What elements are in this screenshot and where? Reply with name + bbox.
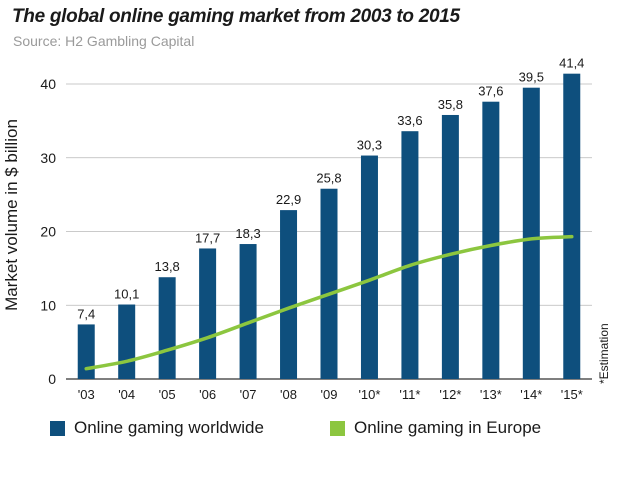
y-tick-label: 30	[40, 150, 56, 166]
y-tick-label: 10	[40, 297, 56, 313]
series-line-europe	[84, 234, 574, 371]
bar-value-label: 13,8	[154, 259, 179, 274]
bar	[360, 155, 378, 379]
bar-value-label: 39,5	[519, 70, 544, 85]
chart-legend: Online gaming worldwide Online gaming in…	[0, 418, 638, 448]
bar-value-label: 33,6	[397, 113, 422, 128]
x-tick-label: '07	[240, 387, 257, 402]
legend-label-worldwide: Online gaming worldwide	[74, 418, 264, 437]
legend-label-europe: Online gaming in Europe	[354, 418, 542, 437]
bar-value-label: 41,4	[559, 56, 584, 71]
bar	[280, 210, 298, 379]
x-tick-label: '10*	[358, 387, 380, 402]
bar	[118, 304, 136, 379]
bar	[441, 114, 459, 379]
bar	[239, 244, 257, 379]
legend-swatch-worldwide	[50, 420, 65, 436]
bar-value-label: 17,7	[195, 230, 220, 245]
bar-value-label: 37,6	[478, 84, 503, 99]
bar-value-label: 30,3	[357, 138, 382, 153]
y-tick-label: 40	[40, 76, 56, 92]
chart-source: Source: H2 Gambling Capital	[13, 33, 195, 49]
chart-title: The global online gaming market from 200…	[12, 6, 460, 27]
legend-item-worldwide: Online gaming worldwide	[50, 418, 264, 438]
estimation-note: *Estimation	[597, 323, 611, 384]
bar-value-label: 25,8	[316, 171, 341, 186]
bar	[158, 277, 176, 379]
bar-value-label: 22,9	[276, 192, 301, 207]
bar-value-label: 18,3	[235, 226, 260, 241]
bar	[77, 324, 95, 379]
x-tick-label: '05	[159, 387, 176, 402]
bar	[522, 87, 540, 379]
y-tick-label: 0	[48, 371, 56, 387]
x-tick-label: '13*	[480, 387, 502, 402]
bar-value-label: 7,4	[77, 306, 95, 321]
bar	[401, 131, 419, 379]
bar-value-label: 35,8	[438, 97, 463, 112]
x-tick-label: '04	[118, 387, 135, 402]
y-tick-label: 20	[40, 224, 56, 240]
bar-value-label: 10,1	[114, 287, 139, 302]
x-tick-label: '06	[199, 387, 216, 402]
x-tick-label: '14*	[520, 387, 542, 402]
bar	[563, 73, 581, 380]
x-tick-label: '15*	[561, 387, 583, 402]
bar	[199, 248, 217, 379]
x-tick-label: '03	[78, 387, 95, 402]
legend-item-europe: Online gaming in Europe	[330, 418, 541, 438]
x-tick-label: '08	[280, 387, 297, 402]
y-axis-label: Market volume in $ billion	[2, 119, 21, 311]
bar	[482, 101, 500, 379]
x-tick-label: '11*	[399, 387, 420, 402]
bar	[320, 188, 338, 379]
x-tick-label: '09	[321, 387, 338, 402]
x-tick-label: '12*	[439, 387, 461, 402]
legend-swatch-europe	[330, 420, 345, 436]
